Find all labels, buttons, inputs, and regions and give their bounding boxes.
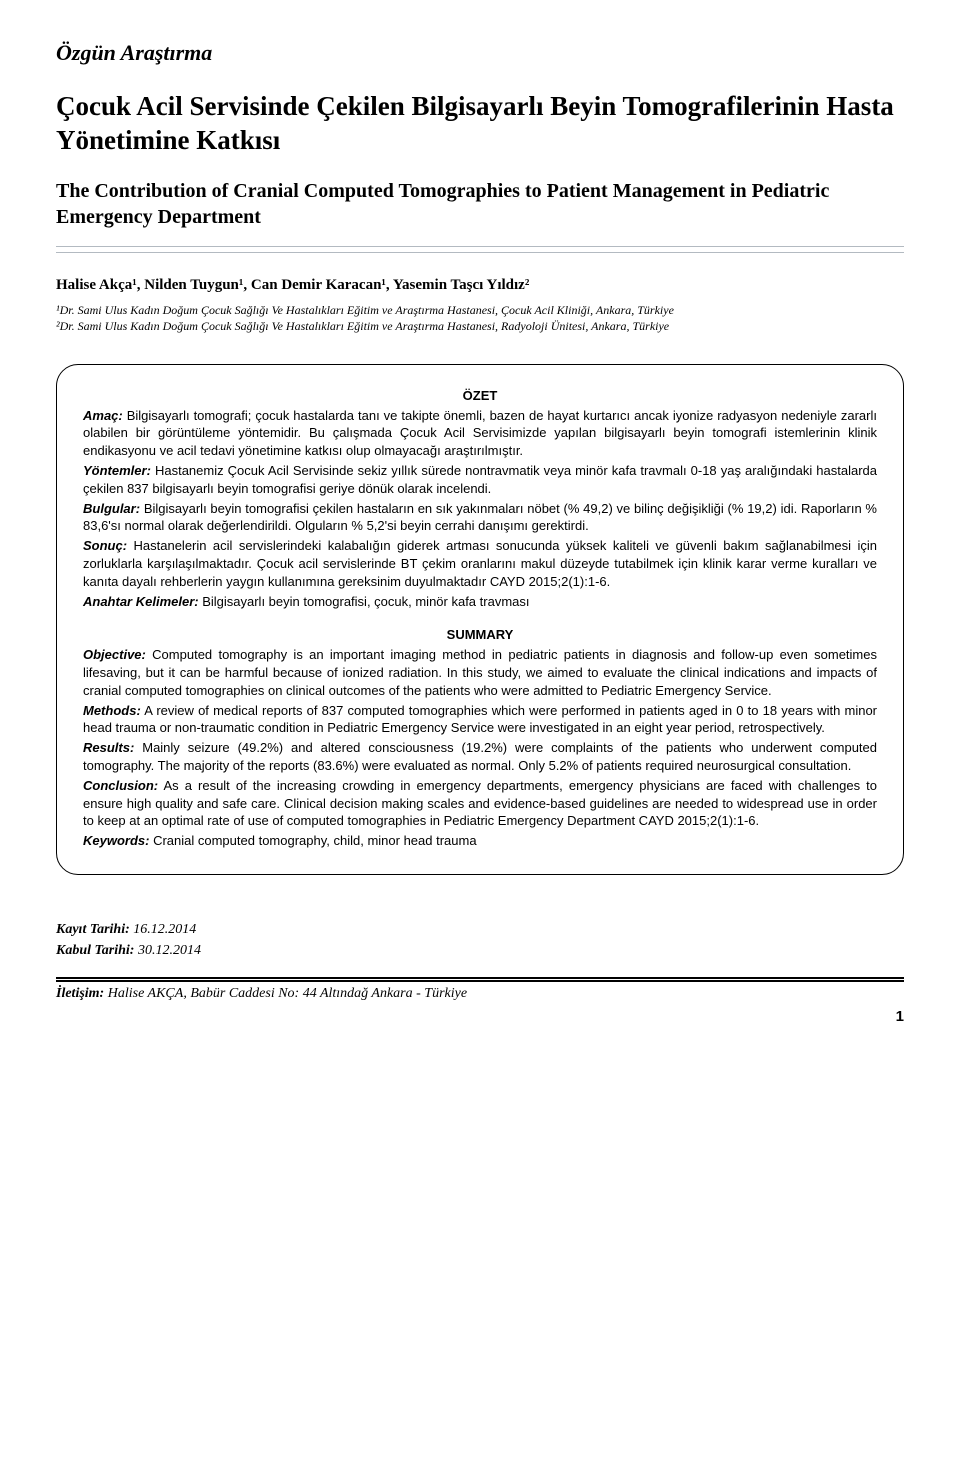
ozet-yontemler-label: Yöntemler: <box>83 463 151 478</box>
ozet-anahtar-text: Bilgisayarlı beyin tomografisi, çocuk, m… <box>199 594 530 609</box>
kayit-line: Kayıt Tarihi: 16.12.2014 <box>56 919 904 940</box>
title-en: The Contribution of Cranial Computed Tom… <box>56 178 904 230</box>
iletisim-value: Halise AKÇA, Babür Caddesi No: 44 Altınd… <box>104 986 467 1001</box>
kabul-label: Kabul Tarihi: <box>56 943 134 958</box>
kabul-line: Kabul Tarihi: 30.12.2014 <box>56 940 904 961</box>
submission-dates: Kayıt Tarihi: 16.12.2014 Kabul Tarihi: 3… <box>56 919 904 961</box>
correspondence: İletişim: Halise AKÇA, Babür Caddesi No:… <box>56 986 904 1002</box>
kayit-value: 16.12.2014 <box>130 922 197 937</box>
kayit-label: Kayıt Tarihi: <box>56 922 130 937</box>
page-number: 1 <box>56 1008 904 1025</box>
summary-keywords: Keywords: Cranial computed tomography, c… <box>83 832 877 850</box>
summary-methods-label: Methods: <box>83 703 141 718</box>
ozet-yontemler: Yöntemler: Hastanemiz Çocuk Acil Servisi… <box>83 462 877 498</box>
ozet-amac-text: Bilgisayarlı tomografi; çocuk hastalarda… <box>83 408 877 459</box>
ozet-amac: Amaç: Bilgisayarlı tomografi; çocuk hast… <box>83 407 877 460</box>
ozet-yontemler-text: Hastanemiz Çocuk Acil Servisinde sekiz y… <box>83 463 877 496</box>
summary-results-label: Results: <box>83 740 134 755</box>
ozet-bulgular-text: Bilgisayarlı beyin tomografisi çekilen h… <box>83 501 877 534</box>
title-tr: Çocuk Acil Servisinde Çekilen Bilgisayar… <box>56 90 904 158</box>
ozet-bulgular-label: Bulgular: <box>83 501 140 516</box>
summary-keywords-label: Keywords: <box>83 833 149 848</box>
ozet-anahtar: Anahtar Kelimeler: Bilgisayarlı beyin to… <box>83 593 877 611</box>
summary-conclusion-text: As a result of the increasing crowding i… <box>83 778 877 829</box>
iletisim-label: İletişim: <box>56 986 104 1001</box>
ozet-anahtar-label: Anahtar Kelimeler: <box>83 594 199 609</box>
summary-methods-text: A review of medical reports of 837 compu… <box>83 703 877 736</box>
ozet-bulgular: Bulgular: Bilgisayarlı beyin tomografisi… <box>83 500 877 536</box>
horizontal-rule <box>56 246 904 253</box>
summary-conclusion-label: Conclusion: <box>83 778 158 793</box>
affiliation-2: ²Dr. Sami Ulus Kadın Doğum Çocuk Sağlığı… <box>56 318 904 334</box>
ozet-heading: ÖZET <box>83 387 877 405</box>
summary-conclusion: Conclusion: As a result of the increasin… <box>83 777 877 830</box>
authors-line: Halise Akça¹, Nilden Tuygun¹, Can Demir … <box>56 277 904 294</box>
summary-objective-label: Objective: <box>83 647 146 662</box>
article-type: Özgün Araştırma <box>56 40 904 66</box>
affiliation-1: ¹Dr. Sami Ulus Kadın Doğum Çocuk Sağlığı… <box>56 302 904 318</box>
ozet-sonuc-label: Sonuç: <box>83 538 127 553</box>
kabul-value: 30.12.2014 <box>134 943 201 958</box>
abstract-box: ÖZET Amaç: Bilgisayarlı tomografi; çocuk… <box>56 364 904 875</box>
ozet-amac-label: Amaç: <box>83 408 123 423</box>
summary-methods: Methods: A review of medical reports of … <box>83 702 877 738</box>
summary-objective-text: Computed tomography is an important imag… <box>83 647 877 698</box>
summary-results-text: Mainly seizure (49.2%) and altered consc… <box>83 740 877 773</box>
footer-rule: İletişim: Halise AKÇA, Babür Caddesi No:… <box>56 977 904 1002</box>
summary-heading: SUMMARY <box>83 626 877 644</box>
summary-results: Results: Mainly seizure (49.2%) and alte… <box>83 739 877 775</box>
page-container: Özgün Araştırma Çocuk Acil Servisinde Çe… <box>0 0 960 1061</box>
summary-objective: Objective: Computed tomography is an imp… <box>83 646 877 699</box>
affiliations: ¹Dr. Sami Ulus Kadın Doğum Çocuk Sağlığı… <box>56 302 904 334</box>
summary-keywords-text: Cranial computed tomography, child, mino… <box>149 833 476 848</box>
ozet-sonuc-text: Hastanelerin acil servislerindeki kalaba… <box>83 538 877 589</box>
footer: Kayıt Tarihi: 16.12.2014 Kabul Tarihi: 3… <box>56 919 904 1025</box>
ozet-sonuc: Sonuç: Hastanelerin acil servislerindeki… <box>83 537 877 590</box>
